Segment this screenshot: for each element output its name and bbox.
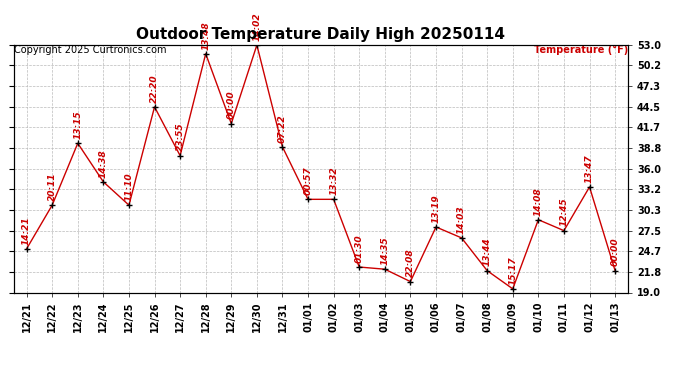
Text: 20:11: 20:11: [48, 172, 57, 201]
Text: Temperature (°F): Temperature (°F): [533, 45, 628, 55]
Text: 00:00: 00:00: [227, 91, 236, 120]
Text: 13:19: 13:19: [431, 194, 440, 223]
Text: 00:57: 00:57: [304, 166, 313, 195]
Text: Copyright 2025 Curtronics.com: Copyright 2025 Curtronics.com: [14, 45, 166, 55]
Text: 01:30: 01:30: [355, 234, 364, 263]
Text: 07:22: 07:22: [278, 114, 287, 143]
Text: 11:10: 11:10: [124, 172, 133, 201]
Text: 22:20: 22:20: [150, 74, 159, 103]
Text: 12:45: 12:45: [560, 198, 569, 226]
Text: 22:08: 22:08: [406, 249, 415, 278]
Text: 13:15: 13:15: [73, 111, 82, 139]
Text: 14:38: 14:38: [99, 149, 108, 178]
Text: 13:32: 13:32: [329, 166, 338, 195]
Text: 14:02: 14:02: [253, 12, 262, 41]
Text: 14:03: 14:03: [457, 205, 466, 234]
Text: 14:21: 14:21: [22, 216, 31, 244]
Text: 13:48: 13:48: [201, 21, 210, 50]
Text: 14:35: 14:35: [380, 236, 389, 265]
Title: Outdoor Temperature Daily High 20250114: Outdoor Temperature Daily High 20250114: [137, 27, 505, 42]
Text: 13:44: 13:44: [483, 238, 492, 267]
Text: 15:17: 15:17: [509, 256, 518, 285]
Text: 00:00: 00:00: [611, 238, 620, 267]
Text: 23:55: 23:55: [176, 123, 185, 152]
Text: 14:08: 14:08: [534, 187, 543, 216]
Text: 13:47: 13:47: [585, 154, 594, 183]
